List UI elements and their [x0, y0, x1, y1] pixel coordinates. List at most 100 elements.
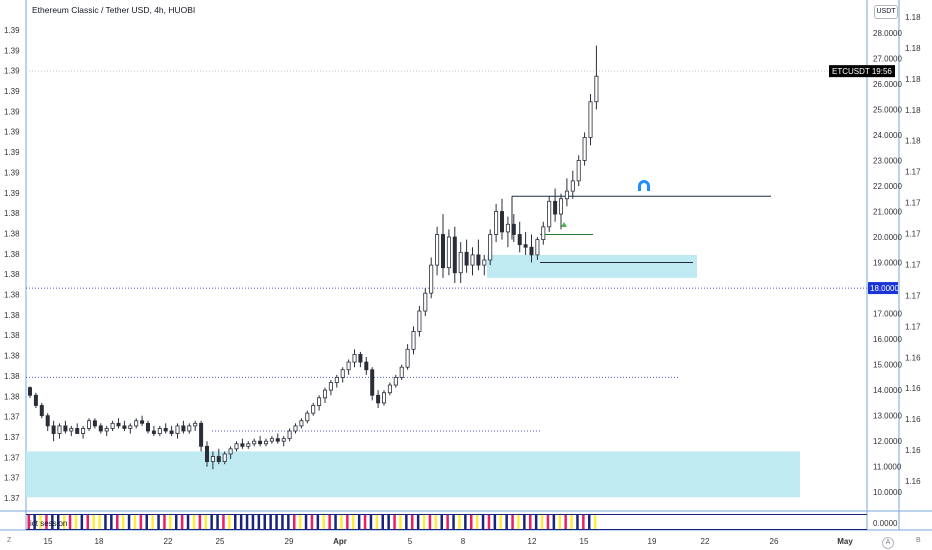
candle-body — [423, 292, 428, 312]
session-bar — [534, 515, 538, 529]
session-bar — [452, 515, 455, 529]
left-axis-tick: 1.39 — [4, 107, 20, 116]
candle-body — [128, 425, 133, 429]
left-axis-tick: 1.39 — [4, 87, 20, 96]
candle-body — [98, 425, 103, 432]
session-bar — [458, 515, 461, 529]
left-axis-tick: 1.38 — [4, 209, 20, 218]
session-bar — [499, 515, 502, 529]
candle-body — [169, 430, 174, 434]
session-bar — [346, 515, 349, 529]
candle-body — [452, 236, 457, 274]
chart-title: Ethereum Classic / Tether USD, 4h, HUOBI — [32, 5, 196, 15]
session-bar — [328, 515, 331, 529]
indicator-label[interactable]: ict session — [30, 519, 68, 528]
demand-zone-lower — [26, 451, 800, 498]
right-axis-tick: 22.0000 — [873, 182, 902, 191]
candle-body — [45, 415, 50, 427]
candle-body — [317, 397, 322, 406]
session-bar — [127, 515, 131, 529]
candle-body — [134, 420, 139, 427]
candle-body — [187, 425, 192, 432]
demand-zone-upper — [487, 254, 697, 278]
candle-body — [482, 259, 487, 266]
magnet-icon[interactable] — [638, 180, 650, 191]
session-bar — [186, 515, 190, 529]
currency-button[interactable]: USDT — [874, 5, 898, 19]
session-bar — [92, 515, 95, 529]
session-bar — [381, 515, 384, 529]
candle-body — [364, 361, 369, 371]
session-bar — [511, 515, 514, 529]
session-bar — [340, 515, 343, 529]
time-axis-tick: 22 — [701, 537, 710, 546]
session-bar — [62, 515, 66, 529]
candle-body — [470, 254, 475, 266]
right-axis-tick: 25.0000 — [873, 105, 902, 114]
session-bar — [104, 515, 107, 529]
candle-body — [440, 234, 445, 269]
left-axis-tick: 1.38 — [4, 352, 20, 361]
session-bar — [310, 515, 314, 529]
candle-body — [328, 382, 333, 391]
session-bar — [293, 515, 296, 529]
candle-body — [75, 428, 80, 434]
candle-body — [511, 223, 516, 235]
time-axis-tick: May — [837, 537, 853, 546]
session-bar — [428, 515, 432, 529]
time-axis: 15 18 22 25 29 Apr 5 8 12 15 19 22 26 May — [44, 537, 854, 546]
timezone-button[interactable]: Z — [7, 537, 12, 544]
candle-body — [240, 443, 245, 447]
session-bar — [464, 515, 467, 529]
time-axis-tick: 25 — [216, 537, 225, 546]
candle-body — [87, 420, 92, 429]
right-axis-tick: 15.0000 — [873, 361, 902, 370]
session-bars-layer — [26, 514, 867, 530]
price-tags-layer: ETCUSDT 19:56 18.0000 — [829, 65, 899, 295]
right-axis-tick: 12.0000 — [873, 437, 902, 446]
session-bar — [163, 515, 166, 529]
session-bar — [387, 515, 390, 529]
candle-body — [535, 239, 540, 256]
session-bar — [275, 515, 278, 529]
candle-body — [311, 405, 316, 414]
log-scale-button[interactable]: B — [916, 537, 921, 544]
left-axis-tick: 1.39 — [4, 148, 20, 157]
auto-scale-button[interactable]: A — [882, 537, 894, 549]
session-bar — [133, 515, 137, 529]
session-bar — [204, 515, 207, 529]
left-axis-tick: 1.39 — [4, 46, 20, 55]
left-axis-tick: 1.38 — [4, 270, 20, 279]
right-axis-tick: 13.0000 — [873, 412, 902, 421]
session-bar — [39, 515, 42, 529]
candle-body — [582, 137, 587, 161]
session-bar — [517, 515, 520, 529]
candle-body — [553, 200, 558, 215]
session-bar — [57, 515, 60, 529]
session-bar — [487, 515, 491, 529]
far-right-axis-tick: 1.18 — [905, 106, 921, 115]
far-right-axis-tick: 1.16 — [905, 446, 921, 455]
candles-layer — [27, 45, 599, 470]
candle-body — [69, 428, 74, 432]
candle-body — [293, 425, 298, 432]
far-right-axis-tick: 1.18 — [905, 75, 921, 84]
session-bar — [322, 515, 325, 529]
session-baseline-top — [26, 514, 867, 515]
session-bar — [529, 515, 532, 529]
session-bar — [121, 515, 125, 529]
session-bar — [98, 515, 101, 529]
signal-triangle-icon — [561, 222, 567, 227]
session-bar — [564, 515, 567, 529]
candle-body — [222, 453, 227, 463]
candle-body — [104, 428, 109, 432]
session-bar — [33, 515, 36, 529]
candle-body — [140, 420, 145, 424]
candle-body — [393, 376, 398, 386]
candle-body — [340, 369, 345, 378]
candle-body — [499, 211, 504, 233]
candle-body — [322, 389, 327, 399]
session-bar — [546, 515, 550, 529]
candle-body — [234, 443, 239, 450]
